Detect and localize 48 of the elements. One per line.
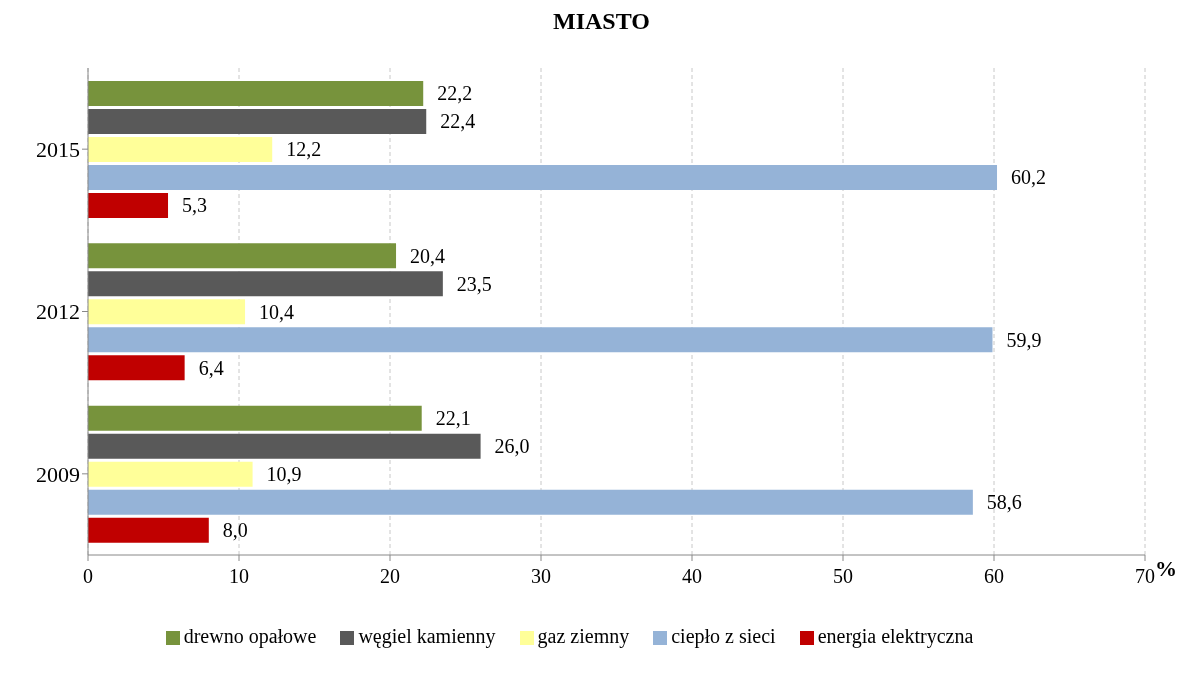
data-label: 60,2 [1011, 166, 1047, 189]
y-tick-label: 2009 [36, 461, 80, 487]
data-label: 22,1 [435, 407, 471, 430]
x-tick-label: 60 [984, 565, 1004, 588]
legend-label: gaz ziemny [537, 625, 630, 647]
bar [88, 136, 273, 162]
data-label: 22,4 [440, 110, 476, 133]
x-tick-label: 0 [83, 565, 93, 588]
bar [88, 517, 209, 543]
bar [88, 327, 993, 353]
bar [88, 243, 397, 269]
x-tick-label: 20 [380, 565, 400, 588]
bar [88, 355, 185, 381]
legend-label: węgiel kamienny [358, 625, 496, 647]
data-label: 8,0 [222, 519, 248, 542]
bar [88, 108, 427, 134]
bar [88, 405, 422, 431]
bar [88, 489, 973, 515]
bar [88, 271, 443, 297]
data-label: 59,9 [1006, 328, 1042, 351]
data-label: 58,6 [986, 491, 1022, 514]
data-label: 26,0 [494, 435, 530, 458]
data-label: 22,2 [437, 82, 473, 105]
legend-label: ciepło z sieci [671, 625, 776, 647]
bar [88, 164, 998, 190]
x-tick-label: 70 [1135, 565, 1155, 588]
legend-label: energia elektryczna [817, 625, 974, 647]
legend-label: drewno opałowe [183, 625, 317, 647]
x-tick-label: 30 [531, 565, 551, 588]
bar [88, 80, 424, 106]
bar [88, 299, 246, 325]
bar [88, 433, 481, 459]
data-label: 20,4 [410, 244, 446, 267]
data-label: 12,2 [286, 138, 322, 161]
data-label: 5,3 [182, 194, 208, 217]
bar [88, 192, 169, 218]
y-tick-label: 2015 [36, 136, 80, 162]
x-tick-label: 10 [229, 565, 249, 588]
x-tick-label: 40 [682, 565, 702, 588]
y-tick-label: 2012 [36, 299, 80, 325]
bar [88, 461, 253, 487]
x-tick-label: 50 [833, 565, 853, 588]
data-label: 10,4 [259, 300, 295, 323]
data-label: 10,9 [266, 463, 302, 486]
chart-title: MIASTO [552, 8, 651, 36]
data-label: 23,5 [456, 272, 492, 295]
x-axis-title: % [1155, 555, 1177, 581]
data-label: 6,4 [198, 356, 224, 379]
